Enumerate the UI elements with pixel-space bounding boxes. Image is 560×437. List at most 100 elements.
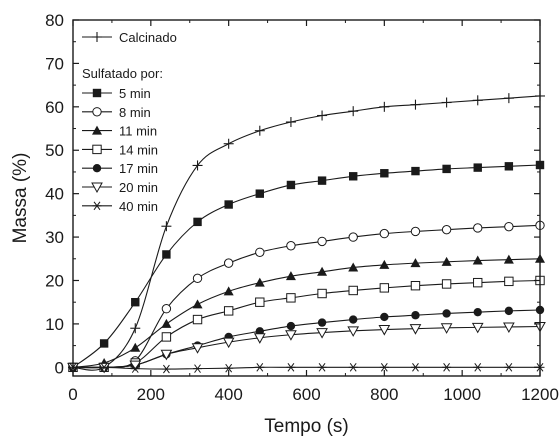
- data-point: [192, 160, 203, 171]
- data-point: [440, 323, 453, 334]
- legend-subtitle: Sulfatado por:: [82, 66, 163, 81]
- series-line: [72, 95, 541, 371]
- data-point: [349, 172, 358, 181]
- data-point: [348, 232, 358, 242]
- data-point: [411, 166, 420, 176]
- data-point: [161, 332, 172, 342]
- data-point: [379, 101, 390, 112]
- data-point: [441, 224, 452, 235]
- data-point: [286, 180, 296, 190]
- data-point: [92, 201, 102, 211]
- y-tick-label: 60: [45, 98, 64, 117]
- data-point: [473, 363, 483, 372]
- series-line: [72, 258, 541, 368]
- series-line: [72, 279, 541, 369]
- data-point: [442, 309, 451, 318]
- data-point: [503, 322, 515, 333]
- x-tick-label: 800: [370, 385, 398, 404]
- legend: Calcinado Sulfatado por: 5 min 8 min 11 min 1…: [82, 30, 177, 214]
- data-point: [410, 226, 421, 237]
- series-2: [68, 220, 545, 373]
- data-point: [192, 314, 203, 325]
- data-point: [347, 326, 360, 337]
- data-point: [285, 271, 296, 281]
- data-point: [410, 99, 421, 110]
- legend-entry: Calcinado: [82, 30, 177, 45]
- data-point: [161, 364, 171, 374]
- series-line: [72, 224, 541, 369]
- data-point: [92, 32, 102, 42]
- legend-label: 17 min: [119, 161, 158, 176]
- data-point: [317, 288, 327, 299]
- data-point: [504, 162, 514, 171]
- data-point: [316, 328, 328, 339]
- legend-entry: 11 min: [82, 124, 157, 139]
- x-tick-label: 1200: [521, 385, 559, 404]
- data-point: [379, 363, 389, 372]
- y-tick-label: 70: [45, 54, 64, 73]
- data-point: [286, 363, 296, 372]
- data-point: [130, 323, 141, 334]
- legend-entry: 5 min: [82, 86, 151, 101]
- data-point: [473, 307, 482, 317]
- data-point: [504, 363, 514, 372]
- data-point: [504, 306, 514, 316]
- axis-ticks: 0 200 400 600 800 1000 1200 0 10 20 30 40 50 60 70 80: [45, 11, 559, 404]
- data-point: [442, 164, 451, 174]
- data-point: [253, 333, 266, 344]
- data-point: [380, 169, 389, 178]
- data-point: [410, 258, 421, 268]
- x-tick-label: 600: [292, 385, 320, 404]
- x-tick-label: 1000: [443, 385, 481, 404]
- legend-label: 8 min: [119, 105, 151, 120]
- data-point: [130, 364, 140, 373]
- data-point: [224, 363, 234, 373]
- data-point: [349, 315, 358, 324]
- data-point: [92, 164, 102, 173]
- data-point: [503, 254, 514, 264]
- data-point: [99, 363, 109, 372]
- data-point: [317, 266, 328, 276]
- data-point: [379, 228, 390, 239]
- y-tick-label: 40: [45, 185, 64, 204]
- legend-entry: 14 min: [82, 142, 158, 157]
- data-point: [192, 299, 203, 309]
- data-point: [92, 88, 102, 98]
- data-point: [348, 106, 359, 117]
- data-point: [224, 200, 233, 209]
- y-tick-label: 80: [45, 11, 64, 30]
- data-point: [441, 97, 452, 108]
- data-point: [411, 311, 420, 320]
- data-point: [379, 259, 390, 269]
- y-tick-label: 10: [45, 315, 64, 334]
- data-point: [92, 125, 102, 135]
- data-point: [286, 321, 296, 331]
- data-point: [193, 364, 203, 373]
- data-point: [255, 297, 265, 307]
- data-point: [285, 117, 296, 128]
- data-point: [442, 363, 452, 372]
- legend-label: 20 min: [119, 180, 158, 195]
- y-tick-label: 20: [45, 271, 64, 290]
- data-point: [473, 223, 483, 233]
- data-point: [441, 256, 452, 266]
- series-6: [67, 322, 546, 374]
- data-point: [471, 322, 484, 334]
- series-line: [72, 309, 541, 369]
- legend-entry: 8 min: [82, 105, 151, 120]
- data-point: [161, 318, 172, 328]
- data-point: [473, 163, 482, 172]
- data-point: [286, 241, 296, 251]
- series-line: [72, 164, 541, 368]
- y-tick-label: 50: [45, 141, 64, 160]
- data-point: [348, 285, 358, 296]
- data-point: [317, 236, 327, 247]
- legend-entry: 17 min: [82, 161, 158, 176]
- data-point: [285, 330, 297, 341]
- data-point: [91, 182, 103, 194]
- legend-label: 14 min: [119, 142, 158, 157]
- data-point: [409, 324, 422, 335]
- data-point: [317, 363, 327, 372]
- legend-label: Calcinado: [119, 30, 177, 45]
- data-point: [503, 93, 514, 104]
